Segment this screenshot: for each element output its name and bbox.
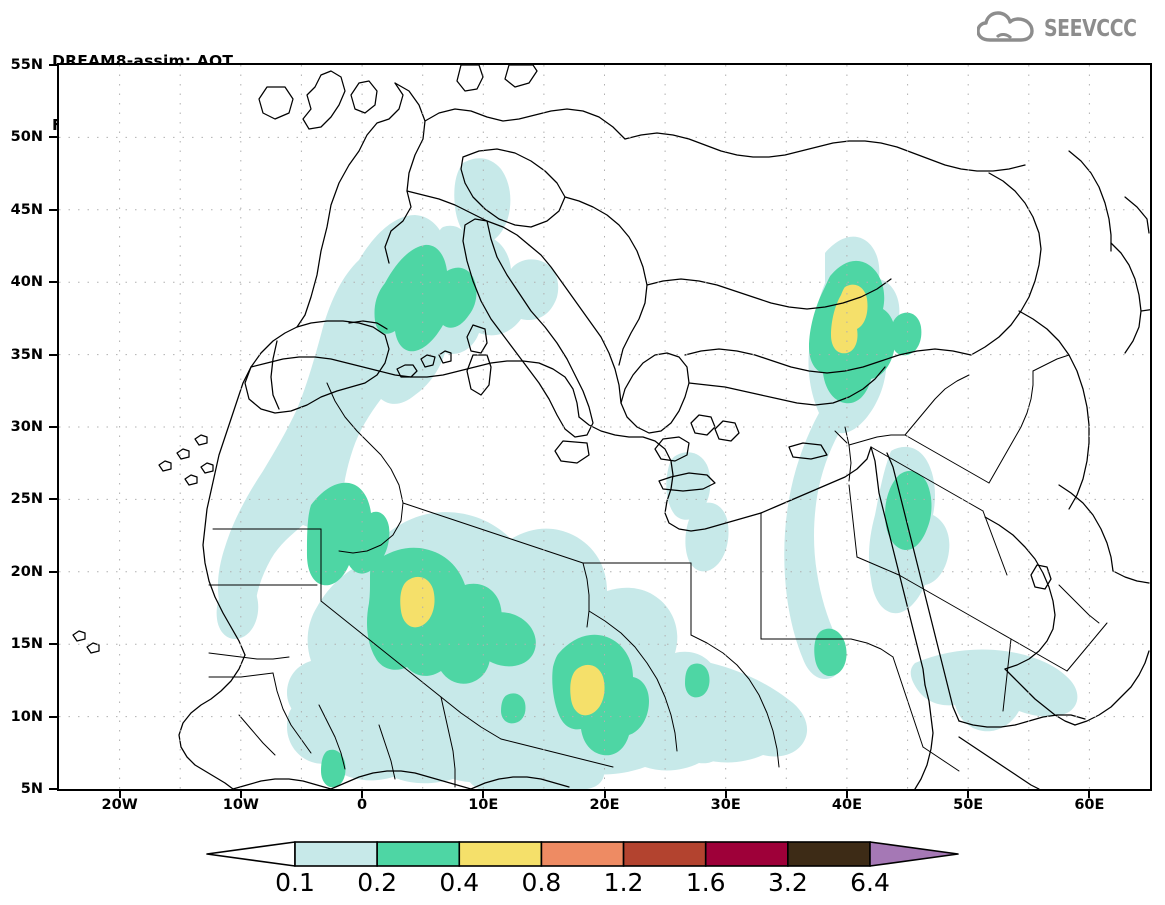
colorbar: 0.1 0.2 0.4 0.8 1.2 1.6 3.2 6.4 bbox=[0, 838, 1165, 905]
colorbar-cell bbox=[622, 841, 707, 867]
colorbar-tick-label: 0.1 bbox=[275, 868, 315, 897]
map-geography bbox=[72, 65, 1150, 789]
colorbar-cell bbox=[704, 841, 789, 867]
lon-tick-label: 60E bbox=[1074, 797, 1105, 813]
lat-tick-label: 40N bbox=[10, 274, 43, 291]
cloud-icon bbox=[976, 10, 1037, 48]
seevccc-logo: SEEVCCC bbox=[976, 10, 1157, 48]
map-plot-area bbox=[57, 63, 1152, 791]
colorbar-swatches bbox=[206, 841, 959, 867]
lon-tick-label: 10W bbox=[222, 797, 259, 813]
aot-band-0.2 bbox=[307, 244, 932, 788]
lat-tick-mark bbox=[49, 281, 57, 284]
lat-tick-label: 25N bbox=[10, 491, 43, 508]
colorbar-tick-label: 0.4 bbox=[439, 868, 480, 897]
colorbar-cell bbox=[376, 841, 461, 867]
logo-label: SEEVCCC bbox=[1044, 16, 1137, 42]
aot-band-0.4 bbox=[400, 284, 868, 716]
lon-tick-mark bbox=[118, 791, 121, 798]
lat-tick-label: 10N bbox=[10, 708, 43, 725]
lat-tick-label: 30N bbox=[10, 419, 43, 435]
lat-tick-mark bbox=[49, 136, 57, 139]
lon-tick-label: 30E bbox=[710, 797, 741, 813]
lon-tick-mark bbox=[1088, 791, 1091, 798]
lat-tick-mark bbox=[49, 208, 57, 211]
lat-tick-label: 15N bbox=[10, 636, 43, 653]
lon-tick-label: 20E bbox=[589, 797, 620, 813]
colorbar-over-arrow bbox=[869, 841, 959, 867]
lat-tick-mark bbox=[49, 426, 57, 428]
lat-tick-mark bbox=[49, 64, 57, 66]
colorbar-cell bbox=[458, 841, 543, 867]
colorbar-tick-label: 3.2 bbox=[767, 868, 808, 897]
lon-tick-mark bbox=[967, 791, 970, 798]
colorbar-tick-label: 1.2 bbox=[603, 868, 644, 897]
lon-tick-label: 10E bbox=[468, 797, 499, 813]
map-svg bbox=[59, 65, 1150, 789]
lat-tick-label: 50N bbox=[10, 129, 43, 146]
lon-tick-mark bbox=[361, 791, 364, 798]
lon-tick-mark bbox=[603, 791, 606, 798]
lat-tick-mark bbox=[49, 788, 57, 790]
colorbar-cell bbox=[294, 841, 378, 867]
lon-tick-label: 50E bbox=[953, 797, 984, 813]
lat-tick-mark bbox=[49, 353, 57, 356]
lon-tick-label: 40E bbox=[831, 797, 862, 813]
colorbar-cell bbox=[540, 841, 625, 867]
colorbar-under-arrow bbox=[206, 841, 296, 867]
lon-tick-label: 0 bbox=[357, 797, 368, 813]
lat-tick-label: 45N bbox=[10, 201, 43, 218]
lat-tick-mark bbox=[49, 498, 57, 501]
colorbar-cell bbox=[787, 841, 871, 867]
colorbar-tick-label: 0.2 bbox=[357, 868, 398, 897]
colorbar-tick-label: 1.6 bbox=[685, 868, 726, 897]
lon-tick-mark bbox=[239, 791, 242, 798]
lon-tick-mark bbox=[724, 791, 727, 798]
lat-tick-label: 5N bbox=[20, 781, 43, 797]
lat-tick-label: 55N bbox=[10, 57, 43, 73]
colorbar-tick-label: 6.4 bbox=[850, 868, 890, 897]
lat-tick-mark bbox=[49, 643, 57, 646]
lon-tick-label: 20W bbox=[101, 797, 138, 813]
map-gridlines bbox=[59, 65, 1150, 789]
lat-tick-label: 20N bbox=[10, 563, 43, 580]
lon-tick-mark bbox=[482, 791, 485, 798]
colorbar-tick-label: 0.8 bbox=[521, 868, 562, 897]
lat-tick-label: 35N bbox=[10, 346, 43, 363]
lat-tick-mark bbox=[49, 570, 57, 573]
lat-tick-mark bbox=[49, 715, 57, 718]
colorbar-ticklabels: 0.1 0.2 0.4 0.8 1.2 1.6 3.2 6.4 bbox=[0, 868, 1165, 902]
lon-tick-mark bbox=[845, 791, 848, 798]
